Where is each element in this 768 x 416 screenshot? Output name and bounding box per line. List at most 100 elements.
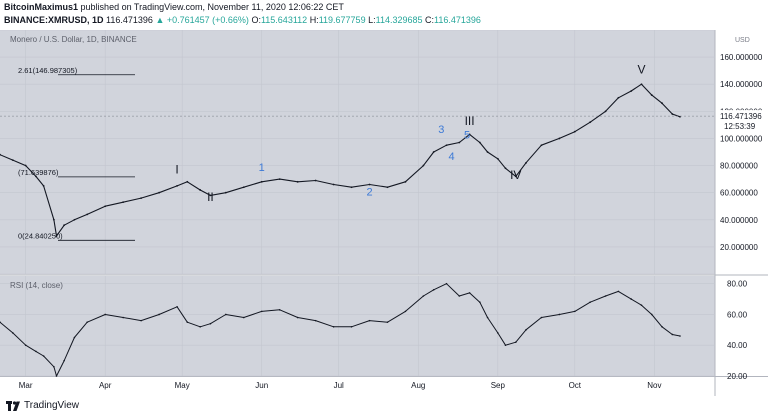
price-data-point	[42, 184, 45, 187]
wave-label: I	[175, 163, 178, 177]
price-data-point	[73, 218, 76, 221]
wave-label: III	[465, 114, 475, 128]
rsi-series-line	[0, 283, 681, 377]
price-data-point	[104, 205, 107, 208]
close-label: C:	[425, 15, 435, 25]
price-data-point	[278, 178, 281, 181]
price-data-point	[332, 183, 335, 186]
price-data-point	[24, 164, 27, 167]
rsi-data-point	[514, 341, 517, 343]
wave-label: 5	[464, 129, 470, 141]
fib-level-label: 0(24.840250)	[18, 231, 63, 240]
price-data-point	[422, 164, 425, 167]
price-data-point	[458, 141, 461, 144]
rsi-data-point	[617, 290, 620, 293]
rsi-data-point	[458, 295, 461, 297]
price-pane[interactable]	[0, 30, 715, 274]
price-data-point	[55, 235, 58, 237]
rsi-data-point	[35, 350, 37, 353]
rsi-data-point	[504, 344, 507, 347]
price-data-point	[540, 144, 543, 147]
rsi-pane[interactable]	[0, 276, 715, 376]
price-data-point	[11, 159, 14, 162]
price-data-point	[650, 94, 653, 96]
price-data-point	[35, 175, 37, 178]
x-tick-label: Jun	[255, 381, 268, 390]
publish-line: BitcoinMaximus1 published on TradingView…	[4, 2, 344, 12]
price-data-point	[468, 133, 471, 136]
rsi-data-point	[525, 329, 527, 331]
x-tick-label: Jul	[334, 381, 344, 390]
rsi-data-point	[24, 344, 27, 347]
wave-label: 3	[438, 124, 444, 136]
high-value: 119.677759	[318, 15, 366, 25]
rsi-data-point	[209, 322, 212, 325]
rsi-data-point	[558, 313, 561, 316]
price-data-point	[86, 213, 89, 216]
rsi-data-point	[314, 319, 317, 322]
price-tick-label: 20.000000	[720, 243, 758, 252]
price-data-point	[209, 194, 212, 197]
price-data-point	[296, 180, 299, 183]
x-tick-label: Sep	[491, 381, 506, 390]
tradingview-logo-icon[interactable]	[6, 400, 20, 412]
rsi-data-point	[679, 335, 681, 337]
fib-level-label: 2.61(146.987305)	[18, 66, 78, 75]
x-tick-label: Nov	[647, 381, 661, 390]
price-data-point	[242, 186, 245, 189]
price-data-point	[176, 184, 178, 187]
price-data-point	[224, 191, 227, 194]
price-tick-label: 40.000000	[720, 216, 758, 225]
wave-label: V	[638, 62, 646, 76]
last-price-box	[716, 110, 768, 133]
rsi-tick-label: 60.00	[727, 310, 748, 319]
price-data-point	[496, 157, 499, 160]
rsi-data-point	[630, 298, 633, 300]
price-data-point	[0, 153, 1, 156]
x-tick-label: Oct	[569, 381, 582, 390]
rsi-data-point	[640, 304, 643, 307]
price-tick-label: 80.000000	[720, 162, 758, 171]
rsi-data-point	[199, 325, 201, 328]
rsi-data-point	[63, 359, 65, 362]
price-data-point	[661, 102, 663, 105]
price-data-point	[573, 130, 576, 133]
price-data-point	[186, 180, 189, 183]
ohlc-line: BINANCE:XMRUSD, 1D 116.471396 ▲ +0.76145…	[4, 15, 481, 25]
open-value: 115.643112	[260, 15, 308, 25]
price-data-point	[445, 144, 448, 147]
rsi-data-point	[671, 333, 674, 336]
countdown-label: 12:53:39	[724, 122, 756, 131]
last-price-label: 116.471396	[720, 112, 762, 121]
author-name[interactable]: BitcoinMaximus1	[4, 2, 79, 12]
rsi-data-point	[0, 321, 1, 323]
rsi-data-point	[332, 325, 335, 328]
price-data-point	[486, 151, 489, 153]
rsi-data-point	[479, 301, 481, 303]
rsi-data-point	[104, 313, 107, 316]
price-chart[interactable]: 2.61(146.987305) (71.639876) 0(24.840250) I…	[0, 30, 768, 396]
price-tick-label: 140.000000	[720, 80, 763, 89]
price-data-point	[558, 137, 561, 140]
rsi-data-point	[650, 313, 653, 316]
price-data-point	[368, 183, 371, 186]
brand-name[interactable]: TradingView	[24, 400, 80, 411]
price-data-point	[63, 224, 66, 227]
price-pane-title: Monero / U.S. Dollar, 1D, BINANCE	[10, 35, 137, 44]
symbol-label[interactable]: BINANCE:XMRUSD, 1D	[4, 15, 104, 25]
price-data-point	[617, 96, 620, 99]
price-data-point	[514, 175, 517, 178]
chart-footer: TradingView	[0, 396, 768, 416]
rsi-data-point	[540, 316, 543, 319]
rsi-data-point	[42, 355, 45, 357]
high-label: H:	[309, 15, 319, 25]
rsi-data-point	[296, 316, 299, 319]
rsi-data-point	[86, 321, 89, 323]
wave-label: 2	[366, 186, 372, 198]
close-value: 116.471396	[434, 15, 481, 25]
price-unit-label: USD	[735, 37, 750, 44]
rsi-data-point	[350, 325, 353, 328]
rsi-data-point	[225, 313, 227, 316]
fib-level-label: (71.639876)	[18, 168, 59, 177]
rsi-data-point	[468, 292, 471, 294]
